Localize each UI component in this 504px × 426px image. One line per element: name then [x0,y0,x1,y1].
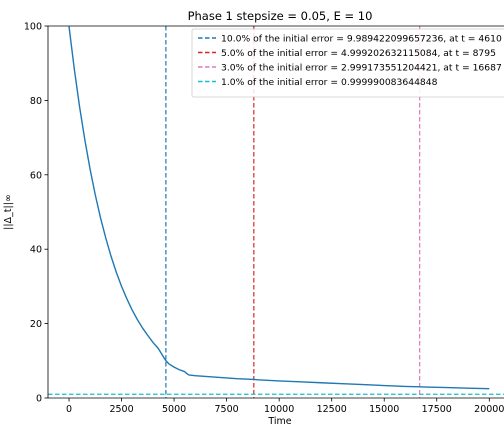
legend-entry-label: 10.0% of the initial error = 9.989422099… [221,33,502,44]
y-tick-label: 0 [36,394,42,405]
legend-entry-label: 3.0% of the initial error = 2.9991735512… [221,62,502,73]
y-tick-label: 20 [30,319,42,330]
series-line-0 [68,26,490,390]
legend: 10.0% of the initial error = 9.989422099… [191,28,504,98]
y-axis-ticks: 0 20 40 60 80 100 [24,22,48,405]
legend-entry-label: 5.0% of the initial error = 4.9992026321… [221,48,496,59]
x-tick-label: 15000 [369,404,399,415]
y-tick-label: 100 [24,22,42,33]
reference-lines [48,26,504,398]
y-axis-label: ||Δ_t||∞ [3,194,14,230]
y-tick-label: 40 [30,245,42,256]
legend-box [191,28,504,98]
series-group [68,26,490,390]
x-tick-label: 2500 [109,404,133,415]
chart-title: Phase 1 stepsize = 0.05, E = 10 [188,9,373,23]
x-tick-label: 7500 [215,404,239,415]
x-tick-label: 0 [66,404,72,415]
x-tick-label: 20000 [474,404,504,415]
y-tick-label: 60 [30,170,42,181]
y-tick-label: 80 [30,96,42,107]
x-axis-label: Time [267,416,291,426]
x-tick-label: 12500 [317,404,347,415]
x-axis-ticks: 0 2500 5000 7500 10000 12500 15000 17500 20000 [66,398,504,415]
legend-entry-label: 1.0% of the initial error = 0.9999900836… [221,77,438,88]
x-tick-label: 10000 [264,404,294,415]
axes-frame [47,25,504,399]
plot-area [48,26,504,398]
x-tick-label: 5000 [162,404,186,415]
x-tick-label: 17500 [422,404,452,415]
